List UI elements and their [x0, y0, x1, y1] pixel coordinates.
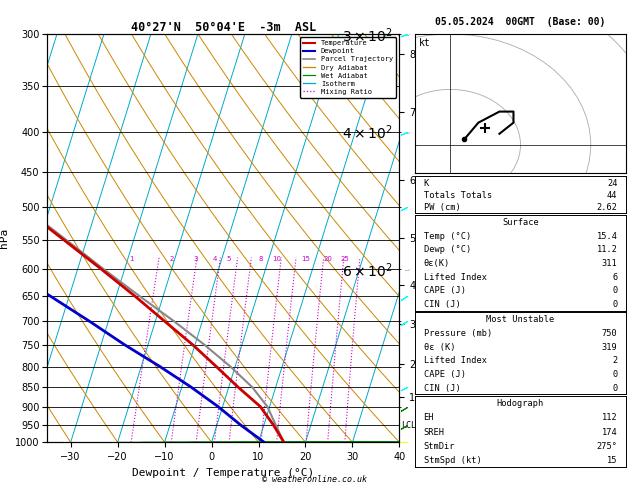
Text: 112: 112	[602, 414, 618, 422]
Title: 40°27'N  50°04'E  -3m  ASL: 40°27'N 50°04'E -3m ASL	[131, 21, 316, 34]
Text: CIN (J): CIN (J)	[423, 300, 460, 309]
Text: 0: 0	[612, 300, 618, 309]
Text: 1: 1	[129, 256, 133, 262]
Text: CAPE (J): CAPE (J)	[423, 286, 465, 295]
Text: 2: 2	[612, 356, 618, 365]
Text: 0: 0	[612, 286, 618, 295]
Text: Totals Totals: Totals Totals	[423, 191, 492, 200]
Text: 0: 0	[612, 370, 618, 379]
Text: 25: 25	[340, 256, 349, 262]
Text: CAPE (J): CAPE (J)	[423, 370, 465, 379]
Text: 15: 15	[607, 456, 618, 465]
Text: 8: 8	[259, 256, 263, 262]
Text: Lifted Index: Lifted Index	[423, 273, 487, 282]
Text: 319: 319	[602, 343, 618, 352]
Text: θε(K): θε(K)	[423, 259, 450, 268]
Text: 15.4: 15.4	[596, 232, 618, 241]
Text: EH: EH	[423, 414, 434, 422]
Text: kt: kt	[420, 38, 431, 48]
Text: 275°: 275°	[596, 442, 618, 451]
Text: StmDir: StmDir	[423, 442, 455, 451]
Text: 2.62: 2.62	[596, 203, 618, 212]
Text: PW (cm): PW (cm)	[423, 203, 460, 212]
Text: 20: 20	[323, 256, 332, 262]
Text: 0: 0	[612, 383, 618, 393]
Text: Surface: Surface	[502, 218, 539, 227]
Text: 11.2: 11.2	[596, 245, 618, 255]
Text: SREH: SREH	[423, 428, 445, 436]
Text: © weatheronline.co.uk: © weatheronline.co.uk	[262, 474, 367, 484]
Text: 24: 24	[607, 179, 618, 188]
Text: LCL: LCL	[401, 421, 416, 430]
Text: 10: 10	[272, 256, 281, 262]
Text: 4: 4	[212, 256, 216, 262]
Y-axis label: km
ASL: km ASL	[426, 227, 444, 249]
X-axis label: Dewpoint / Temperature (°C): Dewpoint / Temperature (°C)	[132, 468, 314, 478]
Text: 15: 15	[302, 256, 311, 262]
Text: K: K	[423, 179, 429, 188]
Text: CIN (J): CIN (J)	[423, 383, 460, 393]
Text: Hodograph: Hodograph	[497, 399, 544, 408]
Text: 2: 2	[169, 256, 174, 262]
Text: 750: 750	[602, 329, 618, 338]
Text: StmSpd (kt): StmSpd (kt)	[423, 456, 481, 465]
Text: 3: 3	[194, 256, 198, 262]
Text: 174: 174	[602, 428, 618, 436]
Text: Most Unstable: Most Unstable	[486, 315, 555, 325]
Text: 5: 5	[227, 256, 231, 262]
Text: 6: 6	[612, 273, 618, 282]
Text: Lifted Index: Lifted Index	[423, 356, 487, 365]
Text: Temp (°C): Temp (°C)	[423, 232, 471, 241]
Legend: Temperature, Dewpoint, Parcel Trajectory, Dry Adiabat, Wet Adiabat, Isotherm, Mi: Temperature, Dewpoint, Parcel Trajectory…	[300, 37, 396, 98]
Text: Dewp (°C): Dewp (°C)	[423, 245, 471, 255]
Text: 05.05.2024  00GMT  (Base: 00): 05.05.2024 00GMT (Base: 00)	[435, 17, 606, 27]
Text: θε (K): θε (K)	[423, 343, 455, 352]
Y-axis label: hPa: hPa	[0, 228, 9, 248]
Text: Pressure (mb): Pressure (mb)	[423, 329, 492, 338]
Text: 44: 44	[607, 191, 618, 200]
Text: 311: 311	[602, 259, 618, 268]
